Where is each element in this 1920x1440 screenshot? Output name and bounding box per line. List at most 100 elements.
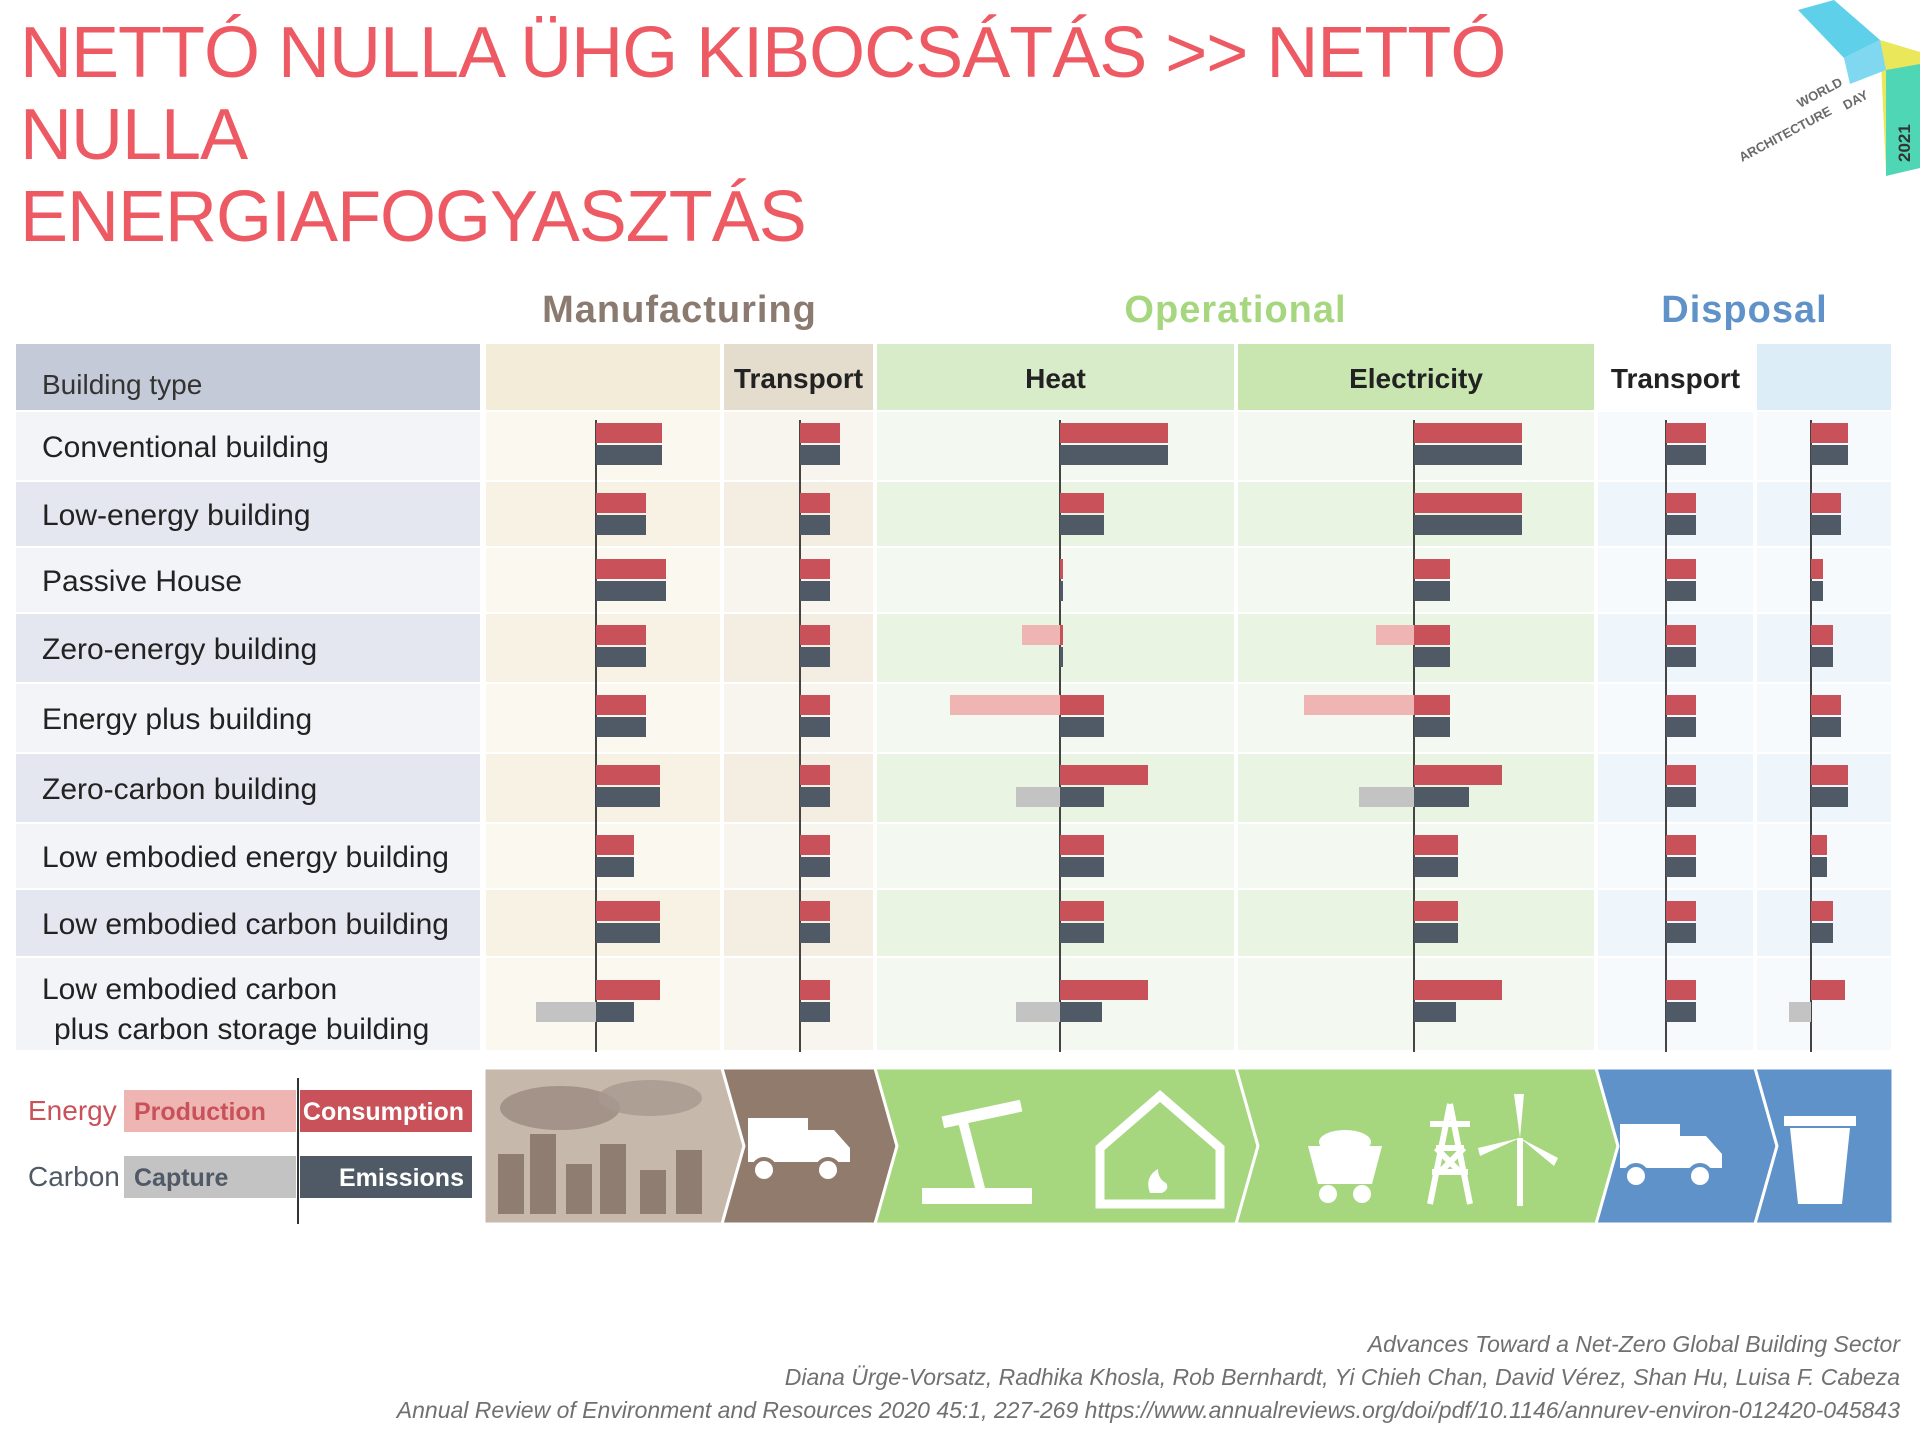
bar-consumption [800, 625, 830, 645]
column-header-cell [724, 344, 873, 410]
truck-wheel [1623, 1163, 1649, 1189]
row-label: Low embodied carbon building [42, 908, 449, 941]
row-cell [877, 824, 1234, 888]
bar-consumption [1414, 695, 1450, 715]
bar-emissions [800, 787, 830, 807]
bar-emissions [1666, 647, 1696, 667]
row-label-cell [16, 412, 480, 480]
row-label-line: Passive House [42, 565, 242, 598]
row-label: Conventional building [42, 431, 329, 464]
bar-emissions [1060, 445, 1168, 465]
row-label-line: Low embodied carbon [42, 973, 337, 1006]
row-cell [724, 890, 873, 956]
truck-wheel [751, 1157, 777, 1183]
row-label-line: Low-energy building [42, 499, 311, 532]
bar-consumption [596, 559, 666, 579]
bar-production [950, 695, 1060, 715]
legend-swatch-emissions [300, 1156, 472, 1198]
column-header-cell [1757, 344, 1891, 410]
bar-consumption [596, 835, 634, 855]
legend-group-label: Carbon [28, 1161, 120, 1192]
legend-label-consumption: Consumption [303, 1098, 464, 1126]
bar-consumption [1060, 559, 1063, 579]
bar-emissions [1060, 923, 1104, 943]
bar-emissions [1666, 581, 1696, 601]
truck-wheel [1687, 1163, 1713, 1189]
row-cell [1757, 548, 1891, 612]
phase-title-manufacturing: Manufacturing [542, 289, 817, 331]
row-cell [1757, 824, 1891, 888]
row-cell [486, 482, 720, 546]
bar-emissions [800, 445, 840, 465]
pump-base [922, 1188, 1032, 1204]
bin-body [1790, 1128, 1850, 1204]
logo-text-architecture: ARCHITECTURE [1736, 103, 1834, 165]
bar-emissions [596, 581, 666, 601]
bar-consumption [596, 765, 660, 785]
bar-consumption [800, 901, 830, 921]
legend-label-production: Production [134, 1098, 266, 1126]
column-header-label: Electricity [1349, 363, 1483, 394]
row-label-cell [16, 684, 480, 752]
coal-cart-icon [1308, 1130, 1382, 1203]
truck-cab [808, 1130, 850, 1162]
bar-consumption [1414, 901, 1458, 921]
house-outline [1095, 1090, 1225, 1209]
bar-consumption [596, 625, 646, 645]
world-architecture-day-logo: WORLD ARCHITECTURE DAY 2021 [1736, 0, 1920, 176]
row-cell [724, 824, 873, 888]
logo-text-world: WORLD [1794, 74, 1844, 110]
bar-consumption [1414, 559, 1450, 579]
column-header-label: Heat [1025, 363, 1086, 394]
bar-emissions [1414, 647, 1450, 667]
row-label-cell [16, 754, 480, 822]
bar-consumption [1666, 493, 1696, 513]
logo-cube-edge [1844, 40, 1886, 84]
bar-emissions [1811, 515, 1841, 535]
bar-emissions [1414, 1002, 1456, 1022]
row-cell [877, 890, 1234, 956]
flame-icon [1148, 1169, 1168, 1193]
bar-consumption [1666, 835, 1696, 855]
bar-capture [1359, 787, 1414, 807]
bar-emissions [800, 581, 830, 601]
row-label-cell [16, 548, 480, 612]
bar-production [1376, 625, 1414, 645]
bar-production [1304, 695, 1414, 715]
bar-consumption [596, 493, 646, 513]
bar-emissions [1811, 923, 1833, 943]
bar-consumption [800, 980, 830, 1000]
row-label-line: Low embodied energy building [42, 841, 449, 874]
truck-icon [1620, 1124, 1722, 1189]
bar-consumption [1414, 493, 1522, 513]
truck-icon [748, 1118, 850, 1183]
logo-cube-top [1798, 0, 1880, 58]
row-label-line: Zero-energy building [42, 633, 317, 666]
factory-building [566, 1164, 592, 1214]
bar-consumption [1060, 695, 1104, 715]
row-cell [1238, 548, 1594, 612]
row-label-cell [16, 824, 480, 888]
legend-swatch-production [124, 1090, 296, 1132]
citation: Advances Toward a Net-Zero Global Buildi… [397, 1328, 1900, 1427]
bar-emissions [1666, 515, 1696, 535]
bar-emissions [1414, 717, 1450, 737]
row-cell [486, 548, 720, 612]
pump-beam [941, 1099, 1023, 1129]
row-cell [877, 482, 1234, 546]
bar-emissions [1811, 581, 1823, 601]
bar-consumption [800, 835, 830, 855]
column-header-label: Transport [1611, 363, 1740, 394]
bar-capture [1016, 787, 1060, 807]
pylon-frame [1427, 1103, 1473, 1205]
citation-authors: Diana Ürge-Vorsatz, Radhika Khosla, Rob … [784, 1364, 1900, 1390]
wind-turbine-icon [1478, 1094, 1558, 1206]
bar-emissions [596, 1002, 634, 1022]
bar-consumption [1060, 423, 1168, 443]
bar-consumption [1811, 493, 1841, 513]
power-pylon-icon [1427, 1103, 1473, 1205]
bar-consumption [1811, 980, 1845, 1000]
slide-title: NETTÓ NULLA ÜHG KIBOCSÁTÁS >> NETTÓ NULL… [20, 12, 1580, 258]
row-cell [724, 482, 873, 546]
bar-emissions [800, 923, 830, 943]
